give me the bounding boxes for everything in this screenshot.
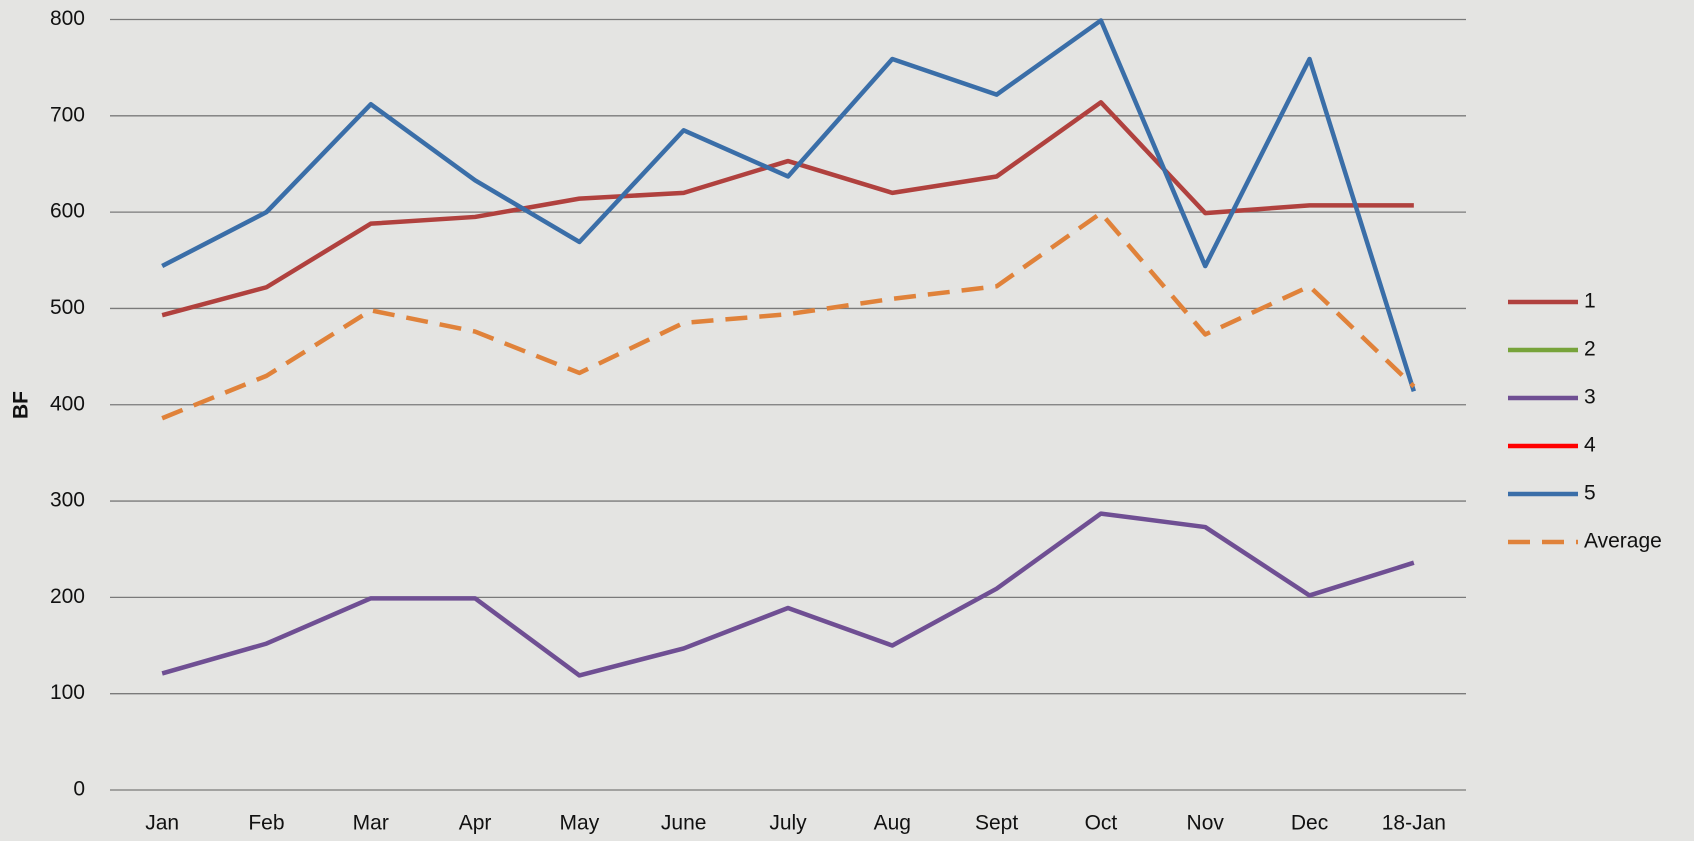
series-line bbox=[161, 18, 1416, 392]
x-tick-label: Oct bbox=[1085, 812, 1118, 835]
x-tick-label: 18-Jan bbox=[1382, 812, 1446, 835]
x-tick-label: Apr bbox=[459, 812, 492, 835]
x-tick-label: Sept bbox=[975, 812, 1018, 835]
series-line bbox=[161, 100, 1414, 318]
y-tick-label: 600 bbox=[50, 200, 85, 223]
x-tick-label: Nov bbox=[1187, 812, 1225, 835]
x-tick-label: Aug bbox=[874, 812, 911, 835]
legend-label: Average bbox=[1584, 530, 1662, 553]
y-tick-label: 800 bbox=[50, 7, 85, 30]
x-tick-label: May bbox=[560, 812, 600, 835]
legend-label: 4 bbox=[1584, 434, 1596, 457]
x-tick-label: Jan bbox=[145, 812, 179, 835]
x-tick-label: Mar bbox=[353, 812, 389, 835]
y-tick-label: 500 bbox=[50, 296, 85, 319]
y-axis-label: BF bbox=[10, 391, 33, 419]
legend-label: 3 bbox=[1584, 386, 1596, 409]
y-tick-label: 200 bbox=[50, 585, 85, 608]
y-tick-label: 700 bbox=[50, 103, 85, 126]
y-tick-label: 100 bbox=[50, 681, 85, 704]
series-line bbox=[161, 210, 1416, 421]
y-tick-label: 300 bbox=[50, 489, 85, 512]
x-tick-label: Feb bbox=[248, 812, 284, 835]
x-tick-label: Dec bbox=[1291, 812, 1328, 835]
series-line bbox=[161, 511, 1415, 678]
legend-label: 1 bbox=[1584, 290, 1596, 313]
x-tick-label: June bbox=[661, 812, 707, 835]
legend-label: 5 bbox=[1584, 482, 1596, 505]
x-tick-label: July bbox=[769, 812, 807, 835]
y-tick-label: 0 bbox=[73, 778, 85, 801]
y-tick-label: 400 bbox=[50, 392, 85, 415]
legend-label: 2 bbox=[1584, 338, 1596, 361]
